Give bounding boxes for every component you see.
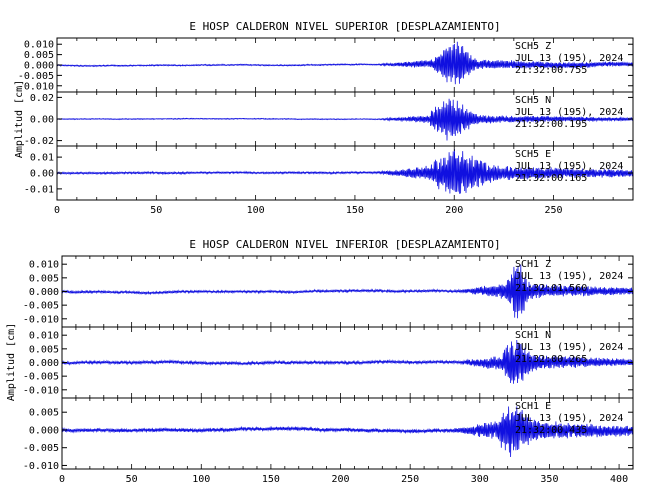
channel-annotation: 21:32:00.165 [515, 173, 587, 184]
y-axis-label: Amplitud [cm] [6, 323, 17, 401]
y-tick-label: -0.005 [18, 71, 54, 82]
y-tick-label: 0.010 [29, 331, 59, 342]
x-tick-label: 100 [192, 474, 210, 485]
y-tick-label: 0.005 [29, 408, 59, 419]
channel-annotation: SCH1 N [515, 330, 551, 341]
channel-annotation: SCH5 N [515, 95, 551, 106]
channel-annotation: JUL 13 (195), 2024 [515, 53, 623, 64]
y-tick-label: -0.010 [23, 385, 59, 396]
y-tick-label: -0.005 [23, 301, 59, 312]
channel-annotation: SCH5 Z [515, 41, 551, 52]
y-tick-label: 0.00 [30, 115, 54, 126]
x-tick-label: 50 [150, 205, 162, 216]
y-tick-label: 0.000 [29, 358, 59, 369]
y-tick-label: 0.00 [30, 169, 54, 180]
x-tick-label: 350 [540, 474, 558, 485]
y-tick-label: -0.010 [23, 314, 59, 325]
channel-annotation: JUL 13 (195), 2024 [515, 107, 623, 118]
y-tick-label: -0.01 [24, 184, 54, 195]
y-tick-label: 0.01 [30, 153, 54, 164]
channel-annotation: JUL 13 (195), 2024 [515, 161, 623, 172]
y-tick-label: 0.005 [29, 273, 59, 284]
x-tick-label: 250 [545, 205, 563, 216]
waveform-trace [56, 98, 634, 141]
channel-annotation: SCH1 E [515, 401, 551, 412]
panel-title: E HOSP CALDERON NIVEL INFERIOR [DESPLAZA… [189, 238, 500, 251]
channel-annotation: SCH5 E [515, 149, 551, 160]
y-tick-label: 0.000 [29, 287, 59, 298]
x-tick-label: 100 [247, 205, 265, 216]
x-tick-label: 200 [445, 205, 463, 216]
waveform-trace [61, 264, 634, 319]
x-tick-label: 250 [401, 474, 419, 485]
y-tick-label: -0.010 [23, 461, 59, 472]
waveform-trace [56, 148, 634, 194]
channel-annotation: 21:32:00.265 [515, 354, 587, 365]
y-tick-label: 0.02 [30, 93, 54, 104]
channel-annotation: SCH1 Z [515, 259, 551, 270]
channel-annotation: 21:32:01.560 [515, 283, 587, 294]
x-tick-label: 150 [262, 474, 280, 485]
y-axis-label: Amplitud [cm] [14, 80, 25, 158]
panel-title: E HOSP CALDERON NIVEL SUPERIOR [DESPLAZA… [189, 20, 500, 33]
y-tick-label: -0.005 [23, 372, 59, 383]
x-tick-label: 200 [332, 474, 350, 485]
channel-annotation: 21:32:00.195 [515, 119, 587, 130]
channel-annotation: JUL 13 (195), 2024 [515, 271, 623, 282]
y-tick-label: 0.005 [24, 50, 54, 61]
y-tick-label: 0.000 [24, 61, 54, 72]
x-tick-label: 300 [471, 474, 489, 485]
channel-annotation: 21:32:00.435 [515, 425, 587, 436]
channel-annotation: JUL 13 (195), 2024 [515, 413, 623, 424]
y-tick-label: 0.010 [24, 40, 54, 51]
channel-frame [61, 397, 634, 470]
waveform-trace [61, 406, 634, 458]
x-tick-label: 0 [59, 474, 65, 485]
panel-inferior: E HOSP CALDERON NIVEL INFERIOR [DESPLAZA… [6, 238, 634, 485]
x-tick-label: 150 [346, 205, 364, 216]
y-tick-label: -0.010 [18, 81, 54, 92]
channel-annotation: 21:32:00.755 [515, 65, 587, 76]
x-tick-label: 400 [610, 474, 628, 485]
y-tick-label: 0.000 [29, 425, 59, 436]
panel-superior: E HOSP CALDERON NIVEL SUPERIOR [DESPLAZA… [14, 20, 634, 216]
y-tick-label: 0.010 [29, 260, 59, 271]
waveform-trace [56, 41, 634, 85]
x-tick-label: 0 [54, 205, 60, 216]
channel-annotation: JUL 13 (195), 2024 [515, 342, 623, 353]
y-tick-label: -0.02 [24, 136, 54, 147]
x-tick-label: 50 [126, 474, 138, 485]
y-tick-label: 0.005 [29, 344, 59, 355]
waveform-trace [61, 339, 634, 384]
y-tick-label: -0.005 [23, 443, 59, 454]
